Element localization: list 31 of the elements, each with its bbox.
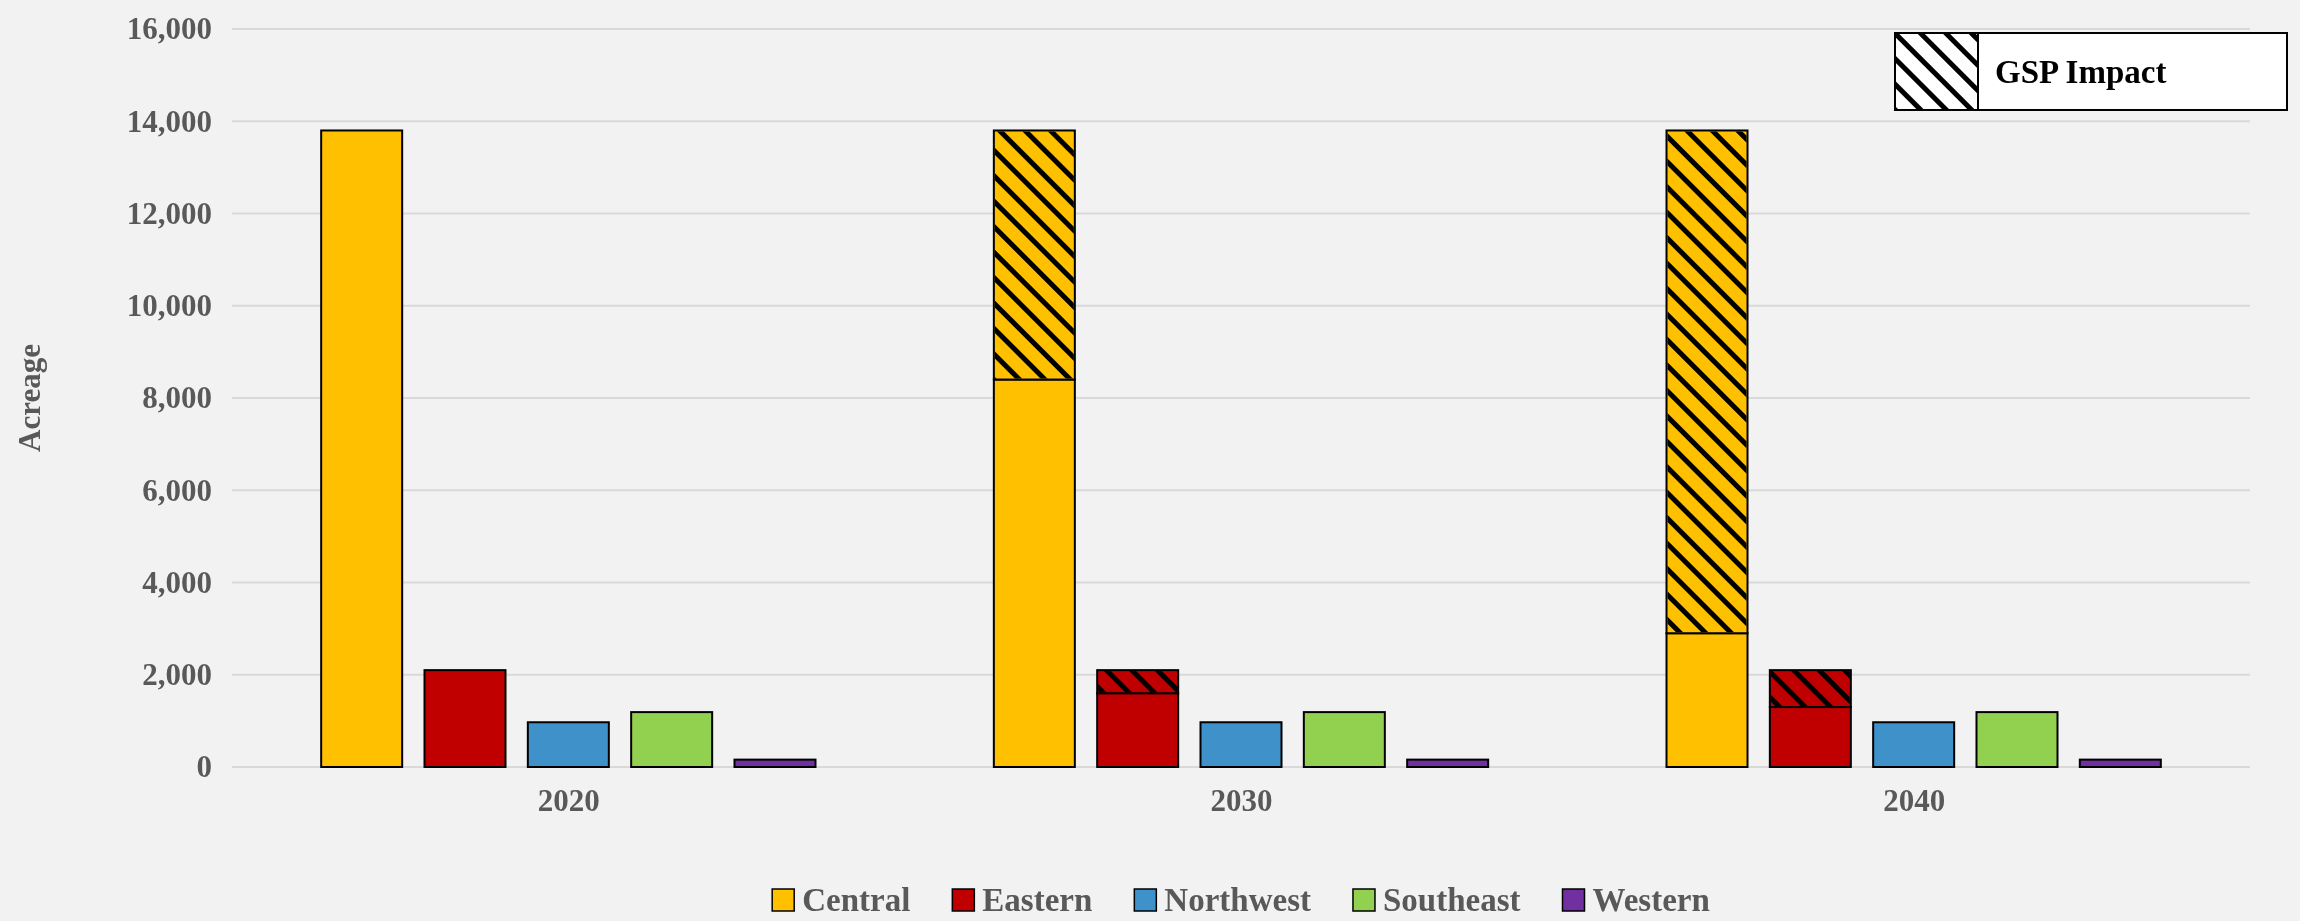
x-tick-label: 2040 <box>1883 783 1946 819</box>
y-tick-label: 14,000 <box>126 103 212 139</box>
bar <box>1199 721 1283 768</box>
bar <box>1302 711 1386 768</box>
bar <box>2078 758 2162 768</box>
legend-label: Southeast <box>1382 882 1521 918</box>
y-tick-label: 0 <box>196 749 212 785</box>
bar <box>1872 721 1956 768</box>
x-tick-label: 2020 <box>537 783 600 819</box>
bar <box>630 711 714 768</box>
bar <box>320 129 404 768</box>
legend-label: Northwest <box>1164 882 1311 918</box>
y-tick-label: 16,000 <box>126 11 212 47</box>
legend-box: GSP Impact <box>1894 32 2288 111</box>
bar <box>733 758 817 768</box>
y-tick-label: 2,000 <box>142 657 212 693</box>
x-tick-label: 2030 <box>1210 783 1273 819</box>
y-axis-title: Acreage <box>12 344 47 452</box>
bar <box>526 721 610 768</box>
annotation: GSP Impact <box>1995 54 2167 90</box>
y-tick-label: 8,000 <box>142 380 212 416</box>
y-tick-label: 12,000 <box>126 195 212 231</box>
bar <box>1975 711 2059 768</box>
legend-label: Western <box>1592 882 1710 918</box>
y-tick-label: 4,000 <box>142 564 212 600</box>
y-tick-label: 6,000 <box>142 472 212 508</box>
legend-label: Eastern <box>982 882 1093 918</box>
y-tick-label: 10,000 <box>126 288 212 324</box>
legend-label: Central <box>802 882 911 918</box>
bar <box>423 669 507 768</box>
bar <box>1406 758 1490 768</box>
